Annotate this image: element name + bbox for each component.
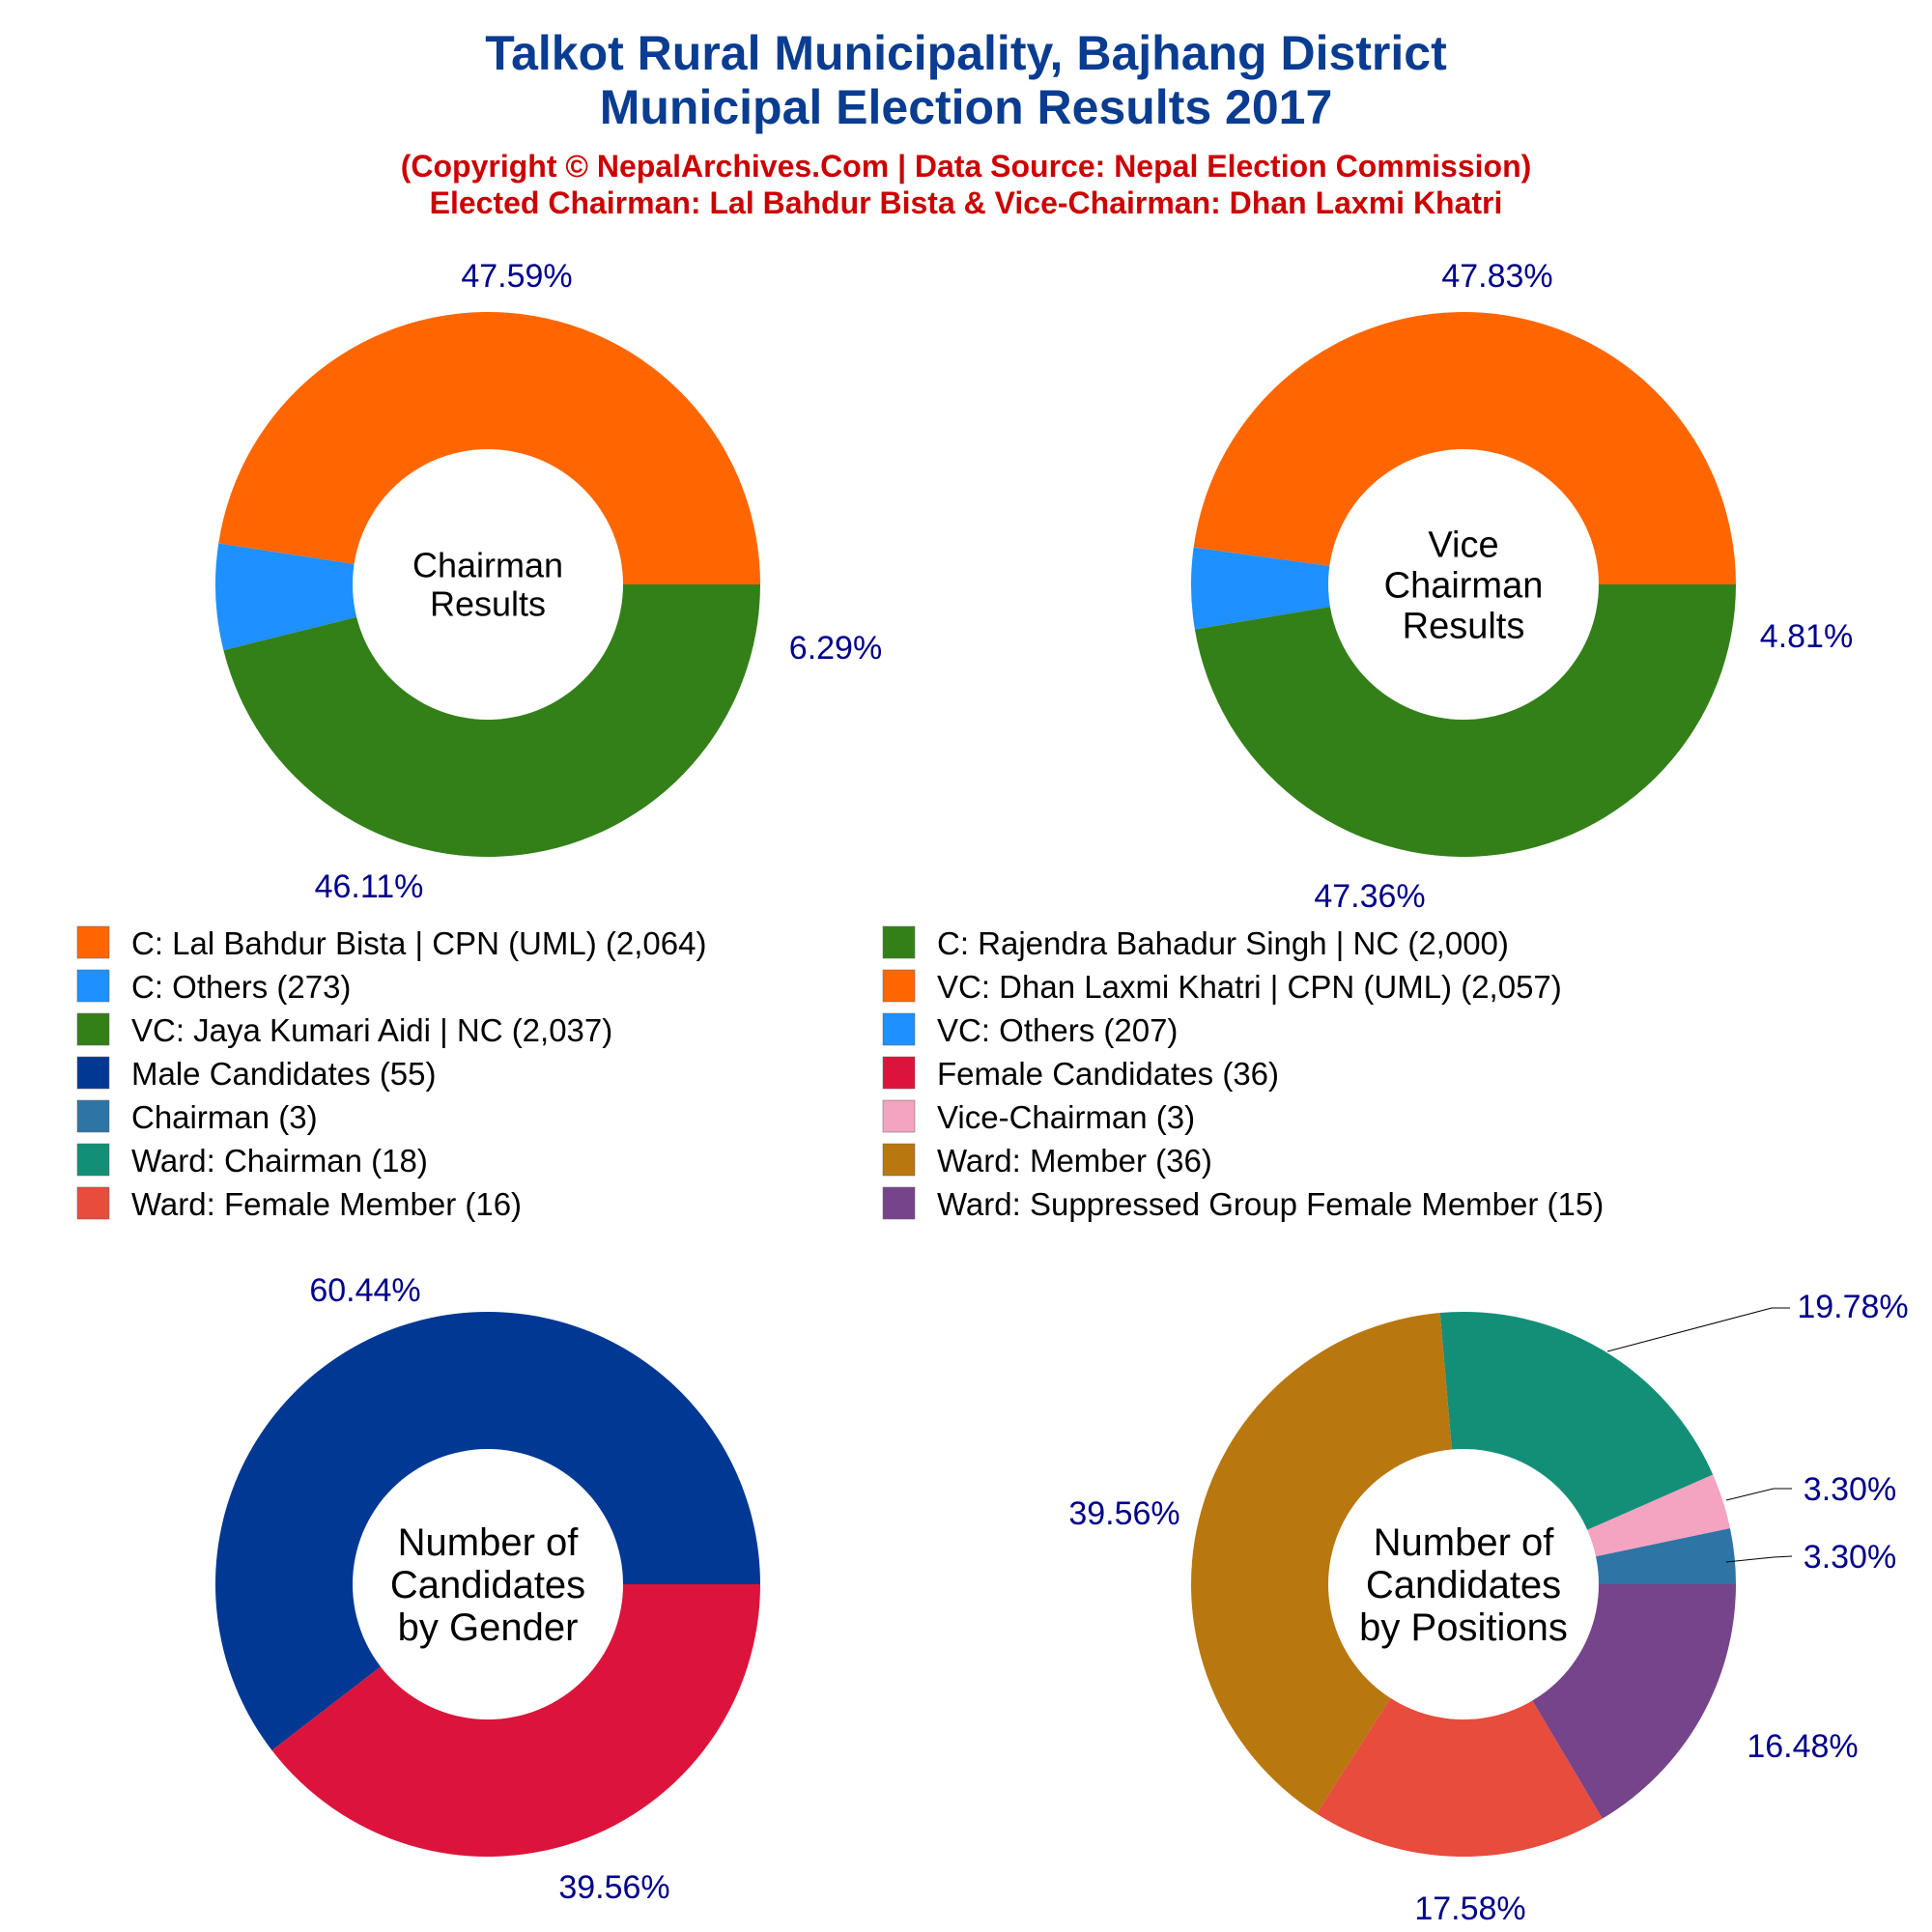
chart-subtitle-line1: (Copyright © NepalArchives.Com | Data So… xyxy=(401,149,1532,184)
donut-hole xyxy=(353,1449,623,1719)
slice-vc-dhan-laxmi-khatri-cpn-uml xyxy=(1193,312,1736,584)
legend-swatch xyxy=(76,925,110,959)
percent-label: 39.56% xyxy=(558,1869,669,1906)
donut-hole xyxy=(1328,449,1599,720)
legend-label: Male Candidates (55) xyxy=(131,1056,437,1092)
percent-label: 60.44% xyxy=(309,1272,420,1309)
center-label-line: Number of xyxy=(398,1521,580,1564)
percent-label: 6.29% xyxy=(789,630,882,667)
legend-item-female-candidates-36: Female Candidates (36) xyxy=(882,1056,1279,1092)
chart-subtitle-line2: Elected Chairman: Lal Bahdur Bista & Vic… xyxy=(430,185,1503,220)
legend-swatch xyxy=(76,1186,110,1220)
legend-item-c-rajendra-bahadur-singh-nc-2-000: C: Rajendra Bahadur Singh | NC (2,000) xyxy=(882,925,1509,961)
legend-swatch xyxy=(882,969,916,1003)
legend-item-vc-others-207: VC: Others (207) xyxy=(882,1012,1178,1048)
percent-label: 3.30% xyxy=(1804,1539,1896,1576)
legend-label: Chairman (3) xyxy=(131,1099,318,1135)
center-label-line: Candidates xyxy=(1366,1564,1561,1606)
donut-charts: ChairmanResults47.59%6.29%46.11%ViceChai… xyxy=(214,258,1909,1927)
legend-item-c-lal-bahdur-bista-cpn-uml-2-064: C: Lal Bahdur Bista | CPN (UML) (2,064) xyxy=(76,925,706,961)
percent-label: 47.83% xyxy=(1441,258,1552,295)
center-label-line: by Positions xyxy=(1359,1606,1568,1649)
legend-item-vice-chairman-3: Vice-Chairman (3) xyxy=(882,1099,1195,1135)
slice-c-lal-bahdur-bista-cpn-uml xyxy=(218,311,761,584)
center-label-line: by Gender xyxy=(398,1606,579,1649)
center-label-line: Results xyxy=(430,584,546,624)
leader-line xyxy=(1606,1307,1790,1352)
percent-label: 47.59% xyxy=(461,258,572,295)
legend-label: VC: Jaya Kumari Aidi | NC (2,037) xyxy=(131,1012,612,1048)
legend-swatch xyxy=(76,969,110,1003)
legend-swatch xyxy=(882,1143,916,1177)
legend-item-vc-dhan-laxmi-khatri-cpn-uml-2-057: VC: Dhan Laxmi Khatri | CPN (UML) (2,057… xyxy=(882,969,1562,1005)
legend-label: Ward: Female Member (16) xyxy=(131,1186,522,1222)
leader-line xyxy=(1725,1555,1793,1563)
chart-title-line2: Municipal Election Results 2017 xyxy=(600,80,1333,134)
legend-label: C: Rajendra Bahadur Singh | NC (2,000) xyxy=(937,925,1509,961)
slice-c-rajendra-bahadur-singh-nc xyxy=(223,584,760,857)
legend: C: Lal Bahdur Bista | CPN (UML) (2,064) C… xyxy=(76,925,1604,1222)
donut-hole xyxy=(353,449,623,720)
percent-label: 4.81% xyxy=(1760,618,1853,655)
legend-label: Ward: Chairman (18) xyxy=(131,1143,428,1179)
legend-swatch xyxy=(882,925,916,959)
percent-label: 46.11% xyxy=(315,868,424,905)
legend-label: Ward: Member (36) xyxy=(937,1143,1212,1179)
slice-ward-female-member xyxy=(1316,1584,1603,1857)
center-label-line: Candidates xyxy=(390,1564,585,1606)
legend-item-chairman-3: Chairman (3) xyxy=(76,1099,318,1135)
legend-item-ward-female-member-16: Ward: Female Member (16) xyxy=(76,1186,522,1222)
percent-label: 19.78% xyxy=(1797,1289,1908,1325)
legend-item-male-candidates-55: Male Candidates (55) xyxy=(76,1056,437,1092)
legend-item-ward-suppressed-group-female-member-15: Ward: Suppressed Group Female Member (15… xyxy=(882,1186,1604,1222)
percent-label: 3.30% xyxy=(1804,1471,1896,1508)
center-label-line: Vice xyxy=(1428,525,1498,565)
legend-label: C: Others (273) xyxy=(131,969,351,1005)
legend-swatch xyxy=(882,1012,916,1046)
center-label-line: Results xyxy=(1403,606,1525,646)
legend-label: VC: Others (207) xyxy=(937,1012,1178,1048)
legend-item-ward-chairman-18: Ward: Chairman (18) xyxy=(76,1143,428,1179)
percent-label: 17.58% xyxy=(1414,1890,1525,1927)
legend-swatch xyxy=(76,1099,110,1133)
legend-label: Ward: Suppressed Group Female Member (15… xyxy=(937,1186,1604,1222)
slice-c-others xyxy=(215,543,488,651)
leader-line xyxy=(1725,1488,1792,1501)
percent-label: 16.48% xyxy=(1747,1728,1858,1765)
legend-swatch xyxy=(882,1186,916,1220)
slice-vc-jaya-kumari-aidi-nc xyxy=(1194,584,1736,857)
legend-item-ward-member-36: Ward: Member (36) xyxy=(882,1143,1212,1179)
center-label-line: Number of xyxy=(1374,1521,1555,1564)
center-label-line: Chairman xyxy=(1384,565,1544,606)
legend-label: Vice-Chairman (3) xyxy=(937,1099,1195,1135)
legend-label: Female Candidates (36) xyxy=(937,1056,1279,1092)
legend-item-vc-jaya-kumari-aidi-nc-2-037: VC: Jaya Kumari Aidi | NC (2,037) xyxy=(76,1012,612,1048)
legend-item-c-others-273: C: Others (273) xyxy=(76,969,351,1005)
legend-label: VC: Dhan Laxmi Khatri | CPN (UML) (2,057… xyxy=(937,969,1562,1005)
slice-vc-others xyxy=(1191,547,1463,630)
legend-swatch xyxy=(882,1056,916,1090)
slice-female-candidates xyxy=(271,1584,760,1857)
chart-title-line1: Talkot Rural Municipality, Bajhang Distr… xyxy=(485,26,1447,80)
legend-label: C: Lal Bahdur Bista | CPN (UML) (2,064) xyxy=(131,925,706,961)
legend-swatch xyxy=(76,1012,110,1046)
legend-swatch xyxy=(76,1143,110,1177)
legend-swatch xyxy=(882,1099,916,1133)
donut-hole xyxy=(1328,1449,1599,1719)
percent-label: 47.36% xyxy=(1314,878,1425,915)
center-label-line: Chairman xyxy=(412,546,563,585)
percent-label: 39.56% xyxy=(1068,1495,1179,1532)
legend-swatch xyxy=(76,1056,110,1090)
